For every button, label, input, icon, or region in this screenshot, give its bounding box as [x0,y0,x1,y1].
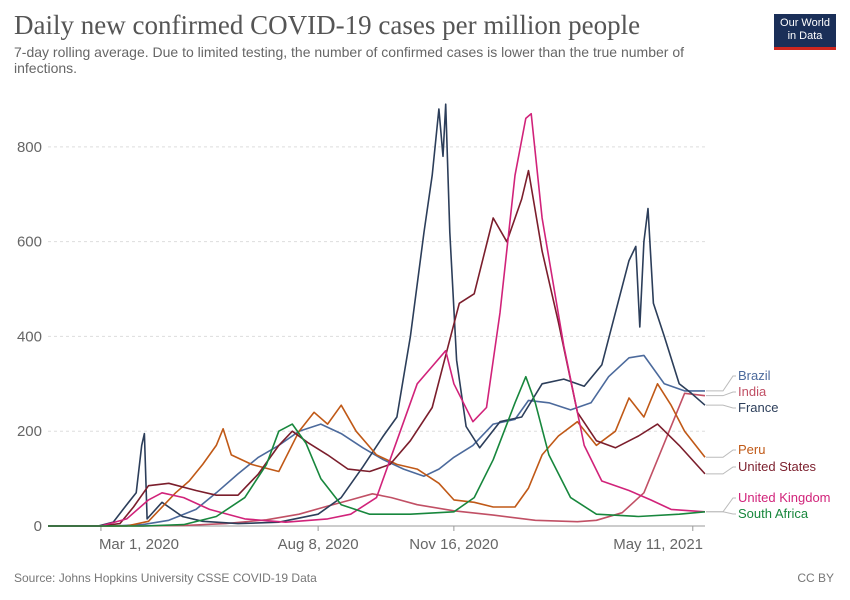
legend-label-brazil[interactable]: Brazil [738,368,771,383]
license-link[interactable]: CC BY [797,571,834,585]
legend-connector [706,391,736,397]
series-line-france[interactable] [48,103,706,527]
legend-connector [706,497,736,513]
x-tick-label: Aug 8, 2020 [278,536,359,553]
y-tick-label: 600 [17,234,42,251]
y-axis-ticks: 0 200 400 600 800 [17,139,42,535]
x-tick-label: Nov 16, 2020 [409,536,498,553]
series-line-united-states[interactable] [48,169,706,527]
series-line-united-kingdom[interactable] [48,112,706,527]
series-line-india[interactable] [48,392,706,527]
chart-title: Daily new confirmed COVID-19 cases per m… [14,10,641,40]
legend-connector [706,449,736,458]
legend-label-france[interactable]: France [738,400,778,415]
chart-subtitle: 7-day rolling average. Due to limited te… [14,44,685,76]
series-line-south-africa[interactable] [48,375,706,527]
source-note: Source: Johns Hopkins University CSSE CO… [14,571,317,585]
legend-connector [706,511,736,515]
x-axis-ticks: Mar 1, 2020 Aug 8, 2020 Nov 16, 2020 May 11… [48,525,705,553]
legend-label-united-states[interactable]: United States [738,459,817,474]
x-tick-label: Mar 1, 2020 [99,536,179,553]
legend-connector [706,375,736,392]
series-lines [48,103,706,527]
series-line-brazil[interactable] [48,354,705,527]
gridlines [48,146,705,432]
logo-line-1: Our World [780,17,830,29]
y-tick-label: 0 [34,518,42,535]
logo-line-2: in Data [787,30,823,42]
x-tick-label: May 11, 2021 [613,536,703,553]
y-tick-label: 200 [17,423,42,440]
legend-connector [706,466,736,475]
legend-label-peru[interactable]: Peru [738,442,765,457]
legend-label-south-africa[interactable]: South Africa [738,506,809,521]
legend-label-india[interactable]: India [738,384,767,399]
owid-logo[interactable]: Our World in Data [774,14,836,50]
y-tick-label: 800 [17,139,42,156]
legend-connector [706,404,736,409]
legend-label-united-kingdom[interactable]: United Kingdom [738,490,831,505]
y-tick-label: 400 [17,328,42,345]
series-line-peru[interactable] [48,382,706,527]
